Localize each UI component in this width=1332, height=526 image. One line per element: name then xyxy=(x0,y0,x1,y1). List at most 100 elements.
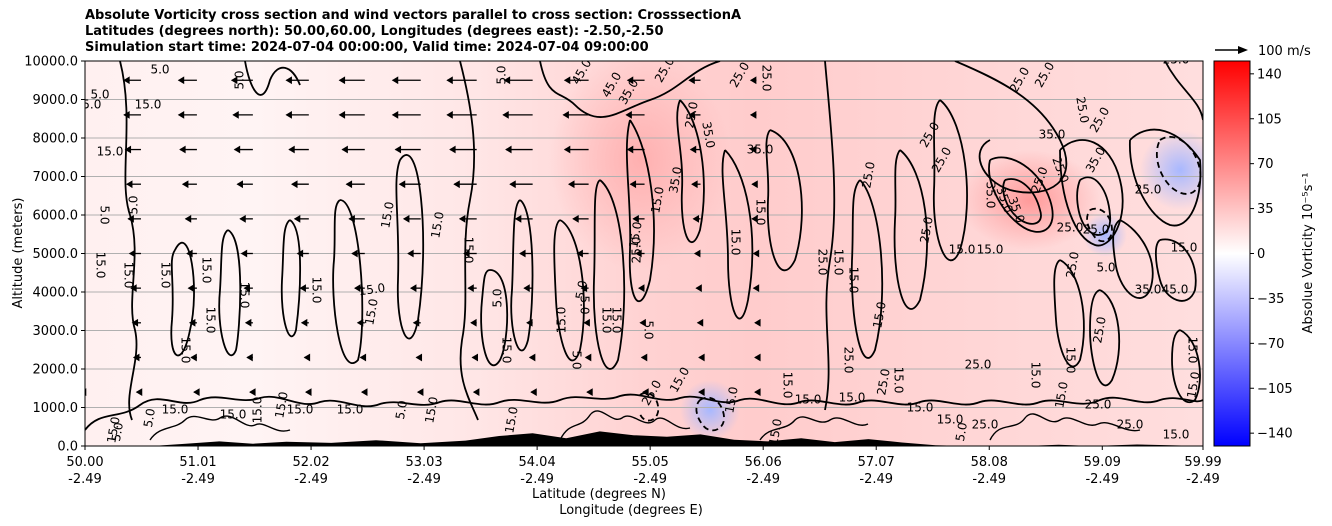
contour-label: 25.0 xyxy=(630,237,644,264)
contour-label: 15.0 xyxy=(1184,371,1202,400)
y-tick-label: 8000.0 xyxy=(33,132,79,147)
contour-label: 15.0 xyxy=(104,416,122,445)
contour-label: 15.0 xyxy=(162,403,189,417)
x-tick-label-lat: 57.07 xyxy=(858,455,895,470)
x-tick-label-lon: -2.49 xyxy=(972,472,1006,487)
wind-vector-head xyxy=(523,284,530,293)
wind-vector-head xyxy=(123,76,130,85)
wind-vector-head xyxy=(572,214,579,223)
gridlines xyxy=(85,99,1203,408)
contour-label: 5.0 xyxy=(233,70,247,89)
wind-vector-head xyxy=(285,76,292,85)
wind-vector-head xyxy=(305,388,312,396)
colorbar xyxy=(1213,60,1251,447)
plot-area: 5.015.05.015.05.015.0 15.05.015.015.015.0… xyxy=(70,61,1203,446)
contour-label: 5.0 xyxy=(150,63,169,77)
contour-label: 25.0 xyxy=(1117,418,1144,432)
contour-label: 15.0 xyxy=(272,391,290,420)
wind-vector-head xyxy=(123,111,130,119)
wind-vector-head xyxy=(749,145,757,154)
colorbar-tick-label: 70 xyxy=(1257,157,1274,172)
wind-vector-head xyxy=(449,145,456,154)
wind-vector-head xyxy=(293,214,301,223)
contour-label: 15.0 xyxy=(220,408,247,422)
wind-vector-head xyxy=(296,249,304,258)
wind-vector-head xyxy=(240,249,248,258)
contour-label: 35.0 xyxy=(984,182,998,209)
contour-label: 15.0 xyxy=(555,307,569,334)
y-tick-label: 2000.0 xyxy=(33,363,79,378)
colorbar-tick-label: −105 xyxy=(1257,382,1293,397)
wind-vector-head xyxy=(348,214,355,223)
x-axis-label-2: Longitude (degrees E) xyxy=(559,503,703,518)
y-tick-label: 1000.0 xyxy=(33,401,79,416)
contour-label: 15.0 xyxy=(1171,241,1198,255)
contour-label: 25.0 xyxy=(842,347,856,374)
wind-vector-head xyxy=(584,353,592,362)
quiver-key-label: 100 m/s xyxy=(1258,44,1311,59)
wind-vector-head xyxy=(505,145,512,154)
contour-label: 25.0 xyxy=(1090,316,1108,345)
y-tick-label: 10000.0 xyxy=(24,55,78,70)
wind-vector-head xyxy=(415,353,423,362)
wind-vector-head xyxy=(509,180,516,189)
contour-label: 15.0 xyxy=(135,98,162,112)
contour-label: 35.0 xyxy=(1135,283,1162,297)
wind-vector-head xyxy=(626,76,634,85)
wind-vector-head xyxy=(288,145,295,154)
contour-label: 5.0 xyxy=(953,421,970,442)
wind-vector-head xyxy=(563,145,571,154)
wind-vector-head xyxy=(124,145,132,154)
x-axis-label: Latitude (degrees N) xyxy=(532,487,666,502)
contour-label: 15.0 xyxy=(337,403,364,417)
wind-vector-head xyxy=(453,180,460,189)
wind-vector-head xyxy=(300,318,308,327)
wind-vector-head xyxy=(635,249,642,258)
wind-vector-head xyxy=(184,214,192,223)
x-tick-label-lat: 56.06 xyxy=(745,455,782,470)
contour-label: 5.0 xyxy=(491,288,505,307)
colorbar-tick-label: 140 xyxy=(1257,67,1282,82)
contour-lines xyxy=(85,61,1203,441)
contour-label: 25.0 xyxy=(1083,223,1110,237)
x-tick-label-lon: -2.49 xyxy=(1085,472,1119,487)
wind-vector-head xyxy=(412,318,420,327)
wind-vector-head xyxy=(471,353,478,362)
contour-label: 15.0 xyxy=(204,307,218,334)
wind-vector-head xyxy=(530,388,537,396)
contour-label: 35.0 xyxy=(699,121,717,150)
wind-vector-head xyxy=(463,249,470,258)
wind-vector-head xyxy=(519,249,526,258)
wind-vector-head xyxy=(689,145,697,154)
contour-label: 15.0 xyxy=(977,243,1004,257)
wind-vector-head xyxy=(351,249,358,258)
wind-vector-head xyxy=(345,180,353,189)
x-tick-label-lon: -2.49 xyxy=(859,472,893,487)
wind-vector-head xyxy=(528,353,536,362)
wind-vector-head xyxy=(246,353,253,362)
chart-title-line-1: Absolute Vorticity cross section and win… xyxy=(85,8,742,23)
contour-label: 5.0 xyxy=(127,195,141,214)
contour-label: 15.0 xyxy=(75,98,102,112)
x-tick-label-lat: 59.99 xyxy=(1184,455,1221,470)
contour-label: 15.0 xyxy=(200,257,214,284)
y-axis-label: Altitude (meters) xyxy=(11,198,26,309)
contour-label: 15.0 xyxy=(600,307,614,334)
wind-vector-head xyxy=(181,180,189,189)
vorticity-minimum-upper xyxy=(1140,130,1203,210)
wind-vector-head xyxy=(749,76,757,85)
contour-label: 15.0 xyxy=(907,401,934,415)
chart-title-line-3: Simulation start time: 2024-07-04 00:00:… xyxy=(85,40,649,55)
wind-vector-head xyxy=(70,77,75,83)
contour-label: 15.0 xyxy=(1163,428,1190,442)
contour-label: 15.0 xyxy=(729,229,743,256)
colorbar-tick-label: −140 xyxy=(1257,427,1293,442)
x-tick-label-lon: -2.49 xyxy=(1186,472,1220,487)
wind-vector-head xyxy=(391,111,399,119)
contour-label: 15.0 xyxy=(362,298,380,327)
wind-vector-head xyxy=(239,214,246,223)
wind-vector-head xyxy=(285,111,292,119)
wind-vector-head xyxy=(186,249,193,258)
contour-label: 15.0 xyxy=(937,413,964,427)
wind-vector-head xyxy=(243,284,250,293)
